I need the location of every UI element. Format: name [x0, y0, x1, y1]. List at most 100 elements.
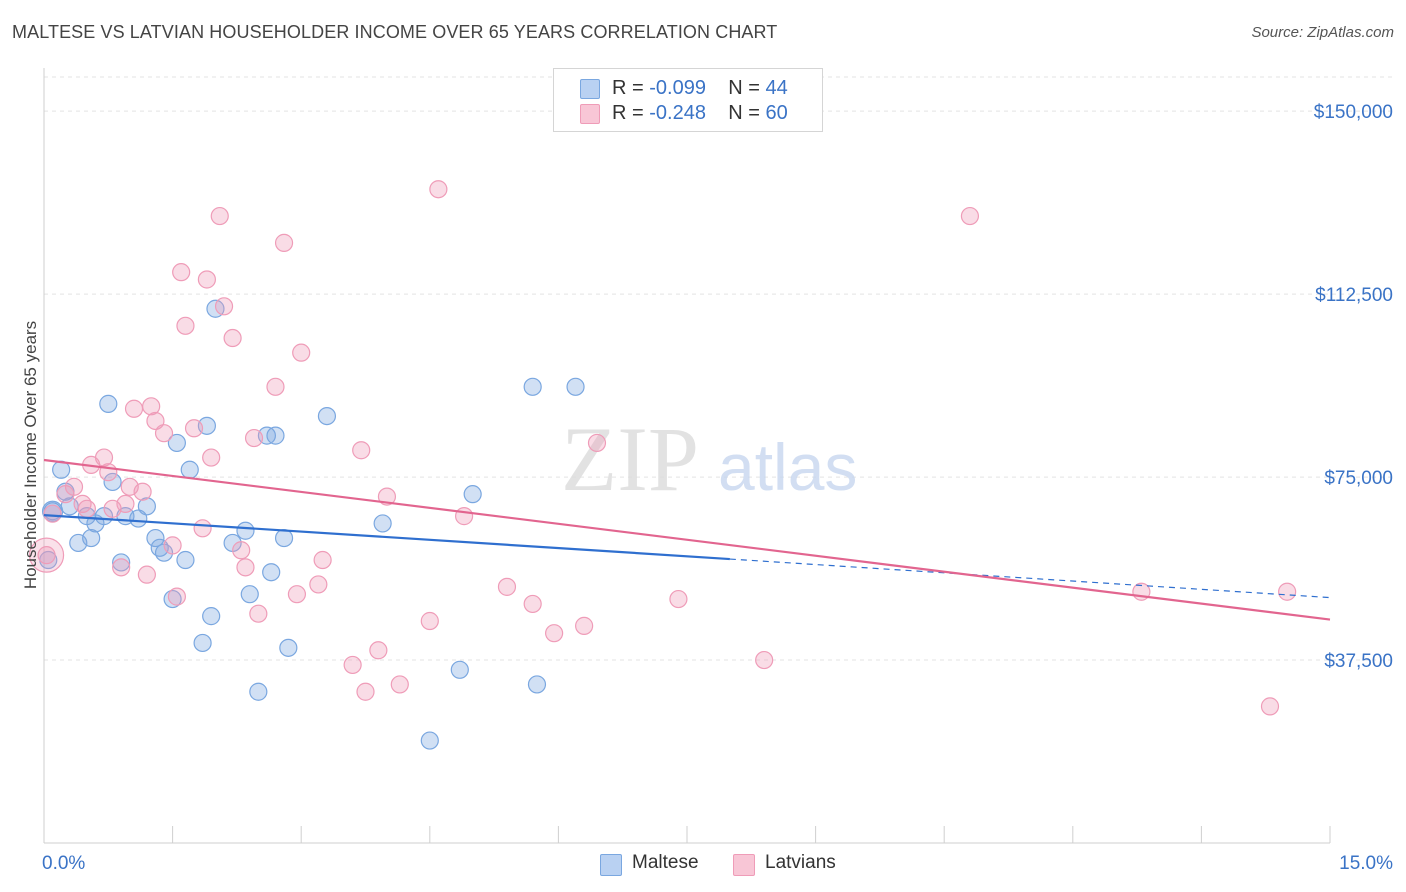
maltese-point [527, 675, 547, 694]
latvians-legend-label: Latvians [765, 852, 836, 873]
trend-lines [43, 458, 1331, 621]
tick-labels: $37,500 $75,000 $112,500 $150,000 0.0% 15.0% [42, 102, 1393, 874]
latvians-point [172, 263, 191, 282]
latvians-point [369, 641, 388, 660]
latvians-point [214, 297, 234, 316]
maltese-point [240, 585, 259, 604]
latvians-point [429, 180, 448, 199]
maltese-point [180, 460, 199, 479]
maltese-point [167, 433, 186, 453]
maltese-points [39, 299, 585, 750]
latvians-point [64, 477, 84, 496]
latvians-point [137, 565, 156, 584]
latvians-point [112, 558, 131, 577]
maltese-point [202, 607, 221, 626]
maltese-point [82, 528, 101, 548]
latvians-point [313, 550, 332, 570]
maltese-point [193, 633, 212, 653]
y-tick-label: $150,000 [1314, 102, 1393, 123]
maltese-point [317, 406, 337, 426]
latvians-legend-swatch [733, 854, 755, 876]
r-value: -0.099 [649, 77, 706, 99]
latvians-point [176, 316, 195, 335]
latvians-point [960, 206, 980, 226]
maltese-point [373, 514, 392, 533]
latvians-point [197, 270, 216, 289]
y-axis-label: Householder Income Over 65 years [21, 321, 40, 589]
latvians-point [545, 624, 564, 643]
maltese-point [420, 731, 439, 750]
latvians-point [755, 650, 774, 670]
latvians-point [266, 377, 285, 396]
watermark-atlas: atlas [718, 430, 857, 504]
latvians-point [356, 682, 375, 701]
latvians-point [142, 397, 161, 416]
maltese-point [236, 521, 255, 540]
latvians-point [287, 585, 307, 604]
watermark: ZIP atlas [561, 408, 857, 510]
latvians-point [575, 616, 594, 635]
latvians-point [292, 343, 311, 362]
latvians-point [377, 487, 397, 506]
n-value: 60 [765, 102, 788, 124]
latvians-point [116, 494, 135, 514]
maltese-point [99, 394, 118, 413]
latvians-point [163, 536, 182, 555]
n-label: N = [728, 102, 760, 124]
maltese-swatch [580, 79, 600, 99]
maltese-point [176, 550, 195, 570]
latvians-point [497, 577, 517, 596]
maltese-point [146, 528, 165, 548]
source-label: Source: ZipAtlas.com [1251, 24, 1394, 41]
r-label: R = [612, 77, 644, 99]
maltese-point [279, 638, 298, 657]
maltese-trend-line-dashed [729, 558, 1331, 599]
correlation-legend: R = -0.099 N = 44 R = -0.248 N = 60 [553, 68, 823, 132]
latvians-point [1278, 582, 1297, 601]
maltese-point [112, 553, 131, 572]
latvians-point [43, 504, 62, 523]
latvians-point [167, 587, 186, 606]
latvians-point [343, 655, 362, 675]
latvians-point [244, 428, 264, 448]
maltese-point [262, 563, 281, 582]
maltese-trend-line [43, 514, 730, 561]
maltese-point [566, 377, 585, 396]
latvians-point [352, 441, 371, 460]
latvians-point [154, 424, 174, 443]
latvians-point [669, 589, 688, 609]
y-tick-label: $75,000 [1324, 468, 1393, 489]
latvians-point [77, 499, 96, 518]
r-label: R = [612, 102, 644, 124]
latvians-point [133, 482, 152, 501]
latvians-point [236, 558, 255, 577]
maltese-point [266, 426, 285, 445]
latvians-point [202, 448, 221, 467]
maltese-point [450, 660, 469, 679]
maltese-point [103, 472, 122, 492]
maltese-point [463, 485, 482, 504]
latvians-point [274, 233, 294, 252]
y-tick-label: $112,500 [1315, 285, 1393, 306]
x-tick-label-min: 0.0% [42, 853, 85, 874]
latvians-point [94, 448, 114, 467]
latvians-point [37, 546, 56, 565]
latvians-point [124, 399, 144, 418]
latvians-point [184, 419, 204, 438]
latvians-point [232, 541, 251, 560]
latvians-swatch [580, 104, 600, 124]
latvians-point [193, 519, 212, 538]
maltese-point [523, 377, 542, 396]
latvians-point [249, 604, 268, 623]
latvians-point [454, 507, 474, 526]
latvians-point [587, 433, 607, 453]
latvians-point [420, 611, 439, 631]
maltese-point [274, 528, 294, 548]
latvians-points [28, 180, 1297, 716]
watermark-zip: ZIP [561, 408, 699, 510]
latvians-point [223, 328, 242, 348]
latvians-point-large [28, 537, 65, 573]
n-value: 44 [765, 77, 788, 99]
y-tick-label: $37,500 [1324, 651, 1393, 672]
n-label: N = [728, 77, 760, 99]
